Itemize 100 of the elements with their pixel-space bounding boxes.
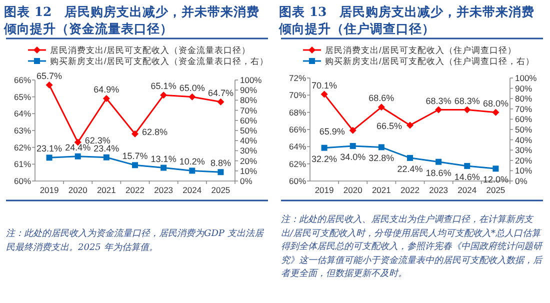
y-tick-label: 65%	[14, 92, 32, 102]
point	[217, 98, 224, 106]
y2-tick-label: 10%	[240, 166, 258, 176]
x-tick-label: 2022	[400, 185, 420, 195]
point	[160, 164, 167, 171]
y2-tick-label: 90%	[240, 85, 258, 96]
data-label: 8.8%	[210, 158, 231, 168]
point	[492, 166, 499, 172]
y2-tick-label: 20%	[240, 156, 258, 166]
x-tick-label: 2024	[458, 185, 477, 195]
y2-tick-label: 80%	[240, 95, 258, 106]
point	[407, 154, 413, 161]
x-tick-label: 2025	[486, 185, 506, 195]
point	[188, 93, 196, 100]
point	[46, 154, 52, 161]
point	[132, 130, 138, 138]
chart-title: 图表 13 居民购房支出减少，并未带来消费倾向提升（住户调查口径）	[279, 3, 536, 37]
data-label: 32.8%	[368, 153, 394, 164]
y-tick-label: 66%	[14, 75, 32, 85]
y2-tick-label: 80%	[515, 94, 532, 104]
point	[320, 90, 328, 98]
x-tick-label: 2019	[40, 185, 60, 195]
y2-tick-label: 10%	[515, 166, 532, 176]
point	[435, 106, 442, 114]
data-label: 22.4%	[397, 164, 423, 174]
data-label: 62.8%	[142, 126, 168, 137]
legend-label: 购买新房支出/居民可支配收入（住户调查口径，右）	[325, 56, 534, 66]
data-label: 65.0%	[179, 82, 205, 93]
data-label: 68.0%	[482, 98, 508, 108]
data-label: 65.7%	[36, 71, 62, 82]
y2-tick-label: 70%	[515, 104, 532, 114]
data-label: 12.0%	[482, 174, 508, 185]
data-label: 68.6%	[368, 93, 394, 104]
point	[189, 168, 196, 174]
data-label: 65.1%	[150, 81, 176, 92]
y2-tick-label: 90%	[515, 83, 532, 94]
data-label: 13.1%	[150, 154, 176, 164]
y-tick-label: 61%	[14, 159, 32, 170]
y-tick-label: 66%	[288, 124, 306, 134]
y2-tick-label: 100%	[515, 73, 538, 83]
data-label: 32.2%	[312, 154, 338, 164]
data-label: 10.2%	[179, 156, 205, 167]
point	[349, 126, 356, 134]
y-tick-label: 68%	[288, 107, 306, 118]
data-label: 65.9%	[319, 126, 345, 136]
point	[218, 169, 224, 176]
text: 注：此处的居民收入、居民支出为住户调查口径，在计算新房支出/居民可支配收入时，分母使用居民人均可支配收入*总人口估算得到全体居民总的可支配收入，参照许宪春《中国政府统计问题研究》这一估算值可能小于资金流量表中的居民可支配收入数据，后者更全面，但数据更新不及时。	[281, 214, 543, 281]
point	[378, 144, 384, 150]
point	[378, 104, 385, 111]
x-tick-label: 2021	[372, 185, 392, 195]
point	[321, 144, 328, 151]
point	[492, 108, 500, 116]
point	[464, 162, 470, 169]
y-tick-label: 60%	[288, 176, 306, 186]
x-tick-label: 2022	[126, 185, 145, 195]
y-tick-label: 70%	[288, 90, 306, 100]
y-tick-label: 64%	[288, 142, 306, 152]
x-tick-label: 2020	[343, 185, 363, 195]
legend-label: 居民消费支出/居民可支配收入（资金流量表口径）	[50, 45, 250, 56]
y2-tick-label: 30%	[240, 146, 258, 156]
point	[350, 142, 356, 149]
y2-tick-label: 40%	[515, 134, 532, 145]
point	[103, 154, 110, 160]
point	[46, 82, 53, 89]
x-tick-label: 2023	[429, 185, 448, 195]
y2-tick-label: 50%	[515, 124, 532, 134]
y2-tick-label: 100%	[240, 75, 262, 85]
x-tick-label: 2025	[211, 185, 230, 195]
legend-label: 居民消费支出/居民可支配收入（住户调查口径）	[325, 45, 516, 56]
y-tick-label: 62%	[14, 142, 32, 152]
y2-tick-label: 40%	[240, 136, 258, 146]
point	[406, 122, 414, 129]
point	[132, 162, 138, 168]
y2-tick-label: 0%	[240, 176, 253, 186]
text: 注：此处的居民收入为资金流量口径，居民消费为GDP 支出法居民最终消费支出。2025 年为估算值。	[6, 228, 265, 254]
x-tick-label: 2019	[314, 185, 334, 195]
data-label: 18.6%	[426, 168, 452, 178]
y-tick-label: 72%	[288, 73, 306, 83]
data-label: 15.7%	[122, 151, 148, 162]
data-label: 23.4%	[94, 143, 120, 154]
point	[464, 106, 471, 114]
point	[436, 158, 442, 165]
y-tick-label: 63%	[14, 126, 32, 136]
y-tick-label: 60%	[14, 176, 32, 186]
y2-tick-label: 50%	[240, 126, 258, 136]
y-tick-label: 62%	[288, 158, 306, 169]
point	[74, 153, 81, 160]
data-label: 66.5%	[376, 121, 402, 132]
data-label: 34.0%	[340, 152, 366, 162]
y2-tick-label: 0%	[515, 176, 528, 186]
x-tick-label: 2020	[68, 185, 88, 195]
point	[160, 92, 168, 99]
y2-tick-label: 60%	[515, 114, 532, 124]
point	[102, 95, 110, 102]
data-label: 64.7%	[208, 88, 234, 98]
y2-tick-label: 30%	[515, 145, 532, 156]
data-label: 70.1%	[312, 80, 338, 90]
chart-title: 图表 12 居民购房支出减少，并未带来消费倾向提升（资金流量表口径）	[4, 3, 261, 37]
y-tick-label: 64%	[14, 108, 32, 119]
data-label: 68.3%	[454, 96, 480, 106]
